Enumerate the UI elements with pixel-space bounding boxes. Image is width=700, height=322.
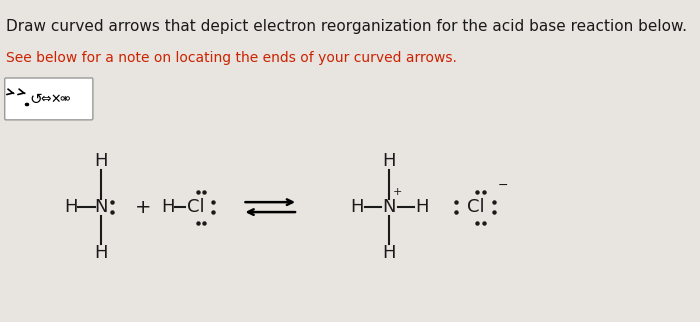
Text: −: − (498, 179, 508, 192)
Text: ↺: ↺ (29, 92, 42, 107)
Text: H: H (383, 244, 396, 262)
Text: N: N (94, 198, 108, 216)
Text: H: H (415, 198, 428, 216)
Text: ⇔: ⇔ (41, 93, 51, 106)
Text: Cl: Cl (187, 198, 204, 216)
Text: H: H (383, 152, 396, 170)
Text: ⚮: ⚮ (60, 93, 70, 106)
Text: H: H (64, 198, 78, 216)
Text: Draw curved arrows that depict electron reorganization for the acid base reactio: Draw curved arrows that depict electron … (6, 19, 687, 34)
Text: +: + (134, 198, 151, 217)
Text: N: N (383, 198, 396, 216)
Text: ✕: ✕ (50, 93, 61, 106)
Text: H: H (94, 244, 108, 262)
Text: H: H (94, 152, 108, 170)
Text: H: H (161, 198, 174, 216)
Text: See below for a note on locating the ends of your curved arrows.: See below for a note on locating the end… (6, 51, 456, 65)
Text: +: + (393, 186, 402, 196)
Text: H: H (351, 198, 364, 216)
Text: Cl: Cl (467, 198, 484, 216)
FancyBboxPatch shape (5, 78, 93, 120)
